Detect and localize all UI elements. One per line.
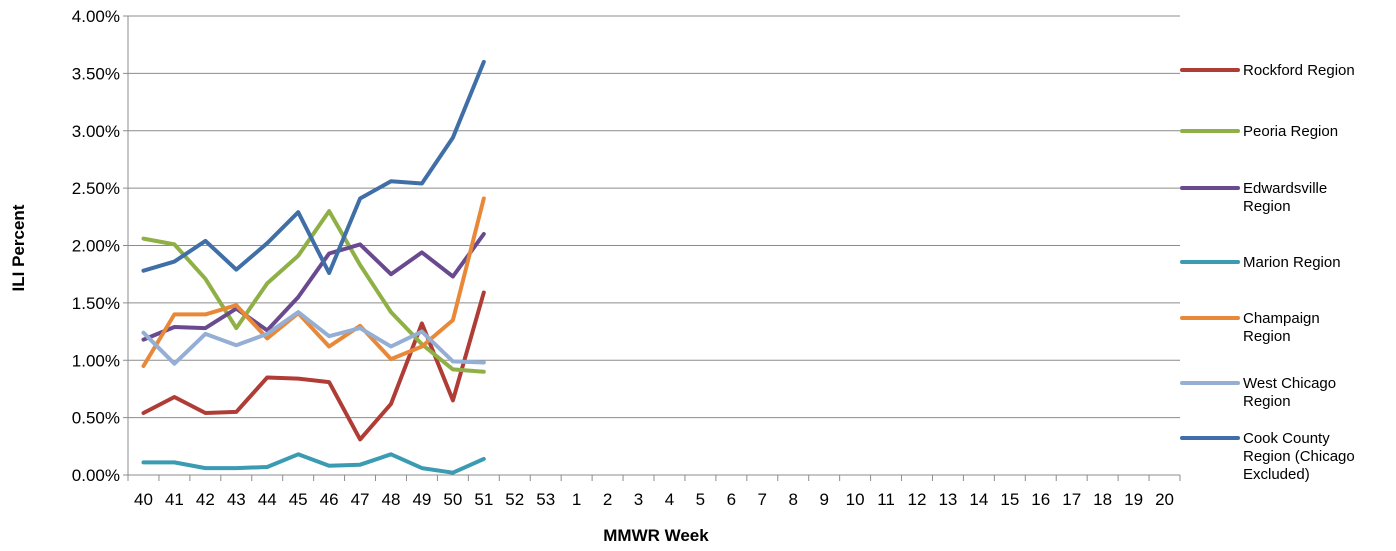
legend-label: Excluded) xyxy=(1243,466,1310,483)
x-tick-label: 42 xyxy=(196,490,215,509)
y-tick-label: 3.50% xyxy=(72,64,120,83)
x-tick-label: 45 xyxy=(289,490,308,509)
x-tick-label: 7 xyxy=(758,490,767,509)
x-tick-label: 50 xyxy=(443,490,462,509)
legend-label: Champaign xyxy=(1243,310,1320,327)
legend-label: Cook County xyxy=(1243,430,1330,447)
series-line-west-chicago-region xyxy=(141,310,486,366)
series-lines xyxy=(141,59,486,475)
x-tick-label: 48 xyxy=(382,490,401,509)
x-tick-label: 15 xyxy=(1000,490,1019,509)
x-tick-label: 4 xyxy=(665,490,674,509)
y-tick-label: 2.50% xyxy=(72,179,120,198)
x-tick-label: 17 xyxy=(1062,490,1081,509)
legend-label: Rockford Region xyxy=(1243,62,1355,79)
x-tick-label: 40 xyxy=(134,490,153,509)
x-tick-label: 3 xyxy=(634,490,643,509)
series-line-champaign-region xyxy=(141,196,486,368)
y-tick-label: 1.50% xyxy=(72,294,120,313)
gridlines xyxy=(128,15,1180,419)
x-tick-label: 53 xyxy=(536,490,555,509)
x-tick-label: 19 xyxy=(1124,490,1143,509)
series-line-peoria-region xyxy=(141,209,486,374)
x-tick-label: 46 xyxy=(320,490,339,509)
x-tick-label: 10 xyxy=(846,490,865,509)
x-tick-label: 41 xyxy=(165,490,184,509)
x-tick-label: 49 xyxy=(412,490,431,509)
x-tick-label: 51 xyxy=(474,490,493,509)
x-tick-label: 47 xyxy=(351,490,370,509)
x-tick-label: 9 xyxy=(819,490,828,509)
x-tick-label: 43 xyxy=(227,490,246,509)
y-tick-label: 3.00% xyxy=(72,122,120,141)
series-line-edwardsville-region xyxy=(141,232,486,342)
legend-label: Region xyxy=(1243,328,1291,345)
legend-label: Region xyxy=(1243,198,1291,215)
series-line-marion-region xyxy=(141,452,486,475)
x-tick-label: 5 xyxy=(696,490,705,509)
legend-label: Region (Chicago xyxy=(1243,448,1355,465)
x-tick-label: 13 xyxy=(938,490,957,509)
x-tick-label: 6 xyxy=(727,490,736,509)
x-tick-label: 44 xyxy=(258,490,277,509)
y-axis-title: ILI Percent xyxy=(9,204,28,291)
legend: Rockford Region Peoria Region Edwardsville… xyxy=(1180,62,1355,483)
series-line-cook-county-region-chicago-excluded xyxy=(141,59,486,275)
x-tick-label: 12 xyxy=(908,490,927,509)
x-tick-label: 8 xyxy=(789,490,798,509)
y-tick-label: 4.00% xyxy=(72,7,120,26)
legend-label: Edwardsville xyxy=(1243,180,1327,197)
legend-label: Region xyxy=(1243,393,1291,410)
x-tick-label: 2 xyxy=(603,490,612,509)
legend-label: Marion Region xyxy=(1243,254,1341,271)
x-tick-label: 1 xyxy=(572,490,581,509)
y-tick-label: 0.50% xyxy=(72,409,120,428)
x-tick-label: 14 xyxy=(969,490,988,509)
legend-label: West Chicago xyxy=(1243,375,1336,392)
x-tick-label: 20 xyxy=(1155,490,1174,509)
axes: 0.00% 0.50% 1.00% 1.50% 2.00% 2.50% 3.00% 3.50%… xyxy=(72,7,1181,509)
y-tick-label: 0.00% xyxy=(72,466,120,485)
x-tick-label: 16 xyxy=(1031,490,1050,509)
y-tick-label: 1.00% xyxy=(72,351,120,370)
x-tick-label: 52 xyxy=(505,490,524,509)
y-tick-label: 2.00% xyxy=(72,237,120,256)
legend-label: Peoria Region xyxy=(1243,123,1338,140)
x-tick-label: 18 xyxy=(1093,490,1112,509)
x-axis-title: MMWR Week xyxy=(603,526,709,545)
x-tick-label: 11 xyxy=(877,490,895,509)
